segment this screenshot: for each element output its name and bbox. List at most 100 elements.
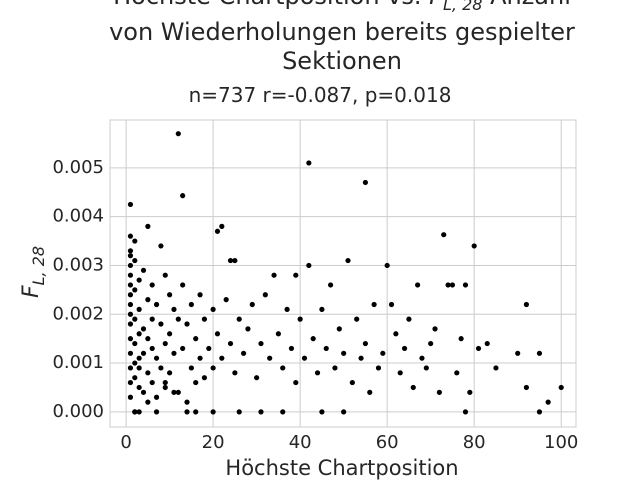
point xyxy=(127,379,134,386)
point xyxy=(428,340,434,347)
point xyxy=(158,243,164,249)
point xyxy=(153,301,160,308)
point xyxy=(132,257,138,264)
point xyxy=(232,370,238,376)
point xyxy=(136,306,142,312)
point xyxy=(201,316,208,322)
point xyxy=(127,311,134,317)
point xyxy=(262,292,268,298)
point xyxy=(132,375,138,381)
point xyxy=(127,336,134,342)
subtitle: n=737 r=-0.087, p=0.018 xyxy=(189,83,452,107)
point xyxy=(127,350,134,356)
point xyxy=(140,350,147,356)
point xyxy=(288,345,295,352)
point xyxy=(127,272,134,278)
point xyxy=(271,272,277,278)
point xyxy=(454,370,460,376)
point xyxy=(136,355,142,361)
x-tick-label: 80 xyxy=(463,432,486,453)
point xyxy=(193,379,199,386)
point xyxy=(380,350,386,356)
point xyxy=(336,326,342,332)
y-tick-label: 0.004 xyxy=(52,206,104,227)
point xyxy=(371,301,377,308)
point xyxy=(140,267,147,273)
x-tick-label: 100 xyxy=(544,432,578,453)
x-tick-label: 20 xyxy=(202,432,225,453)
point xyxy=(306,160,312,166)
point xyxy=(145,399,151,405)
point xyxy=(184,399,190,405)
point xyxy=(180,193,186,199)
point xyxy=(301,355,308,361)
point xyxy=(327,282,334,288)
point xyxy=(536,409,543,415)
point xyxy=(210,306,216,312)
point xyxy=(158,365,164,371)
point xyxy=(201,375,208,381)
point xyxy=(127,292,134,298)
point xyxy=(227,340,234,347)
point xyxy=(171,350,177,356)
x-tick-label: 40 xyxy=(289,432,312,453)
title-line-3: Sektionen xyxy=(282,47,402,75)
point xyxy=(145,223,151,230)
plot-frame xyxy=(109,119,577,428)
point xyxy=(149,345,155,352)
point xyxy=(149,379,155,386)
point xyxy=(158,321,164,327)
point xyxy=(136,277,142,283)
point xyxy=(136,409,142,415)
point xyxy=(188,365,194,371)
y-tick-label: 0.001 xyxy=(52,352,104,373)
point xyxy=(345,257,351,264)
point xyxy=(423,365,429,371)
point xyxy=(127,233,134,239)
point xyxy=(210,365,216,371)
point xyxy=(127,394,134,400)
point xyxy=(184,409,190,415)
point xyxy=(341,409,347,415)
point xyxy=(236,409,242,415)
point xyxy=(410,384,416,391)
point xyxy=(249,301,255,308)
point xyxy=(197,355,203,361)
point xyxy=(145,297,151,303)
point xyxy=(223,297,229,303)
point xyxy=(367,389,373,395)
point xyxy=(188,301,194,308)
point xyxy=(258,409,264,415)
y-tick-label: 0.003 xyxy=(52,254,104,275)
point xyxy=(240,350,247,356)
point xyxy=(319,306,325,312)
point xyxy=(127,262,134,269)
point xyxy=(297,316,303,322)
point xyxy=(167,331,173,337)
point xyxy=(436,389,442,395)
y-tick-label: 0.000 xyxy=(52,401,104,422)
point xyxy=(132,340,138,347)
point xyxy=(449,282,456,288)
point xyxy=(375,365,382,371)
point xyxy=(132,316,138,322)
point xyxy=(171,389,177,395)
title-line-2: von Wiederholungen bereits gespielter xyxy=(109,18,575,46)
point xyxy=(397,370,403,376)
point xyxy=(319,409,325,415)
point xyxy=(132,360,138,366)
point xyxy=(153,355,160,361)
point xyxy=(314,370,321,376)
point xyxy=(354,316,360,322)
point xyxy=(180,345,186,352)
point xyxy=(254,375,260,381)
point xyxy=(140,389,147,395)
x-axis-label: Höchste Chartposition xyxy=(225,456,458,480)
point xyxy=(145,336,151,342)
point xyxy=(175,131,181,137)
point xyxy=(210,409,216,415)
y-axis-label: FL, 28 xyxy=(19,246,48,298)
point xyxy=(471,243,477,249)
point xyxy=(153,394,160,400)
point xyxy=(180,282,186,288)
